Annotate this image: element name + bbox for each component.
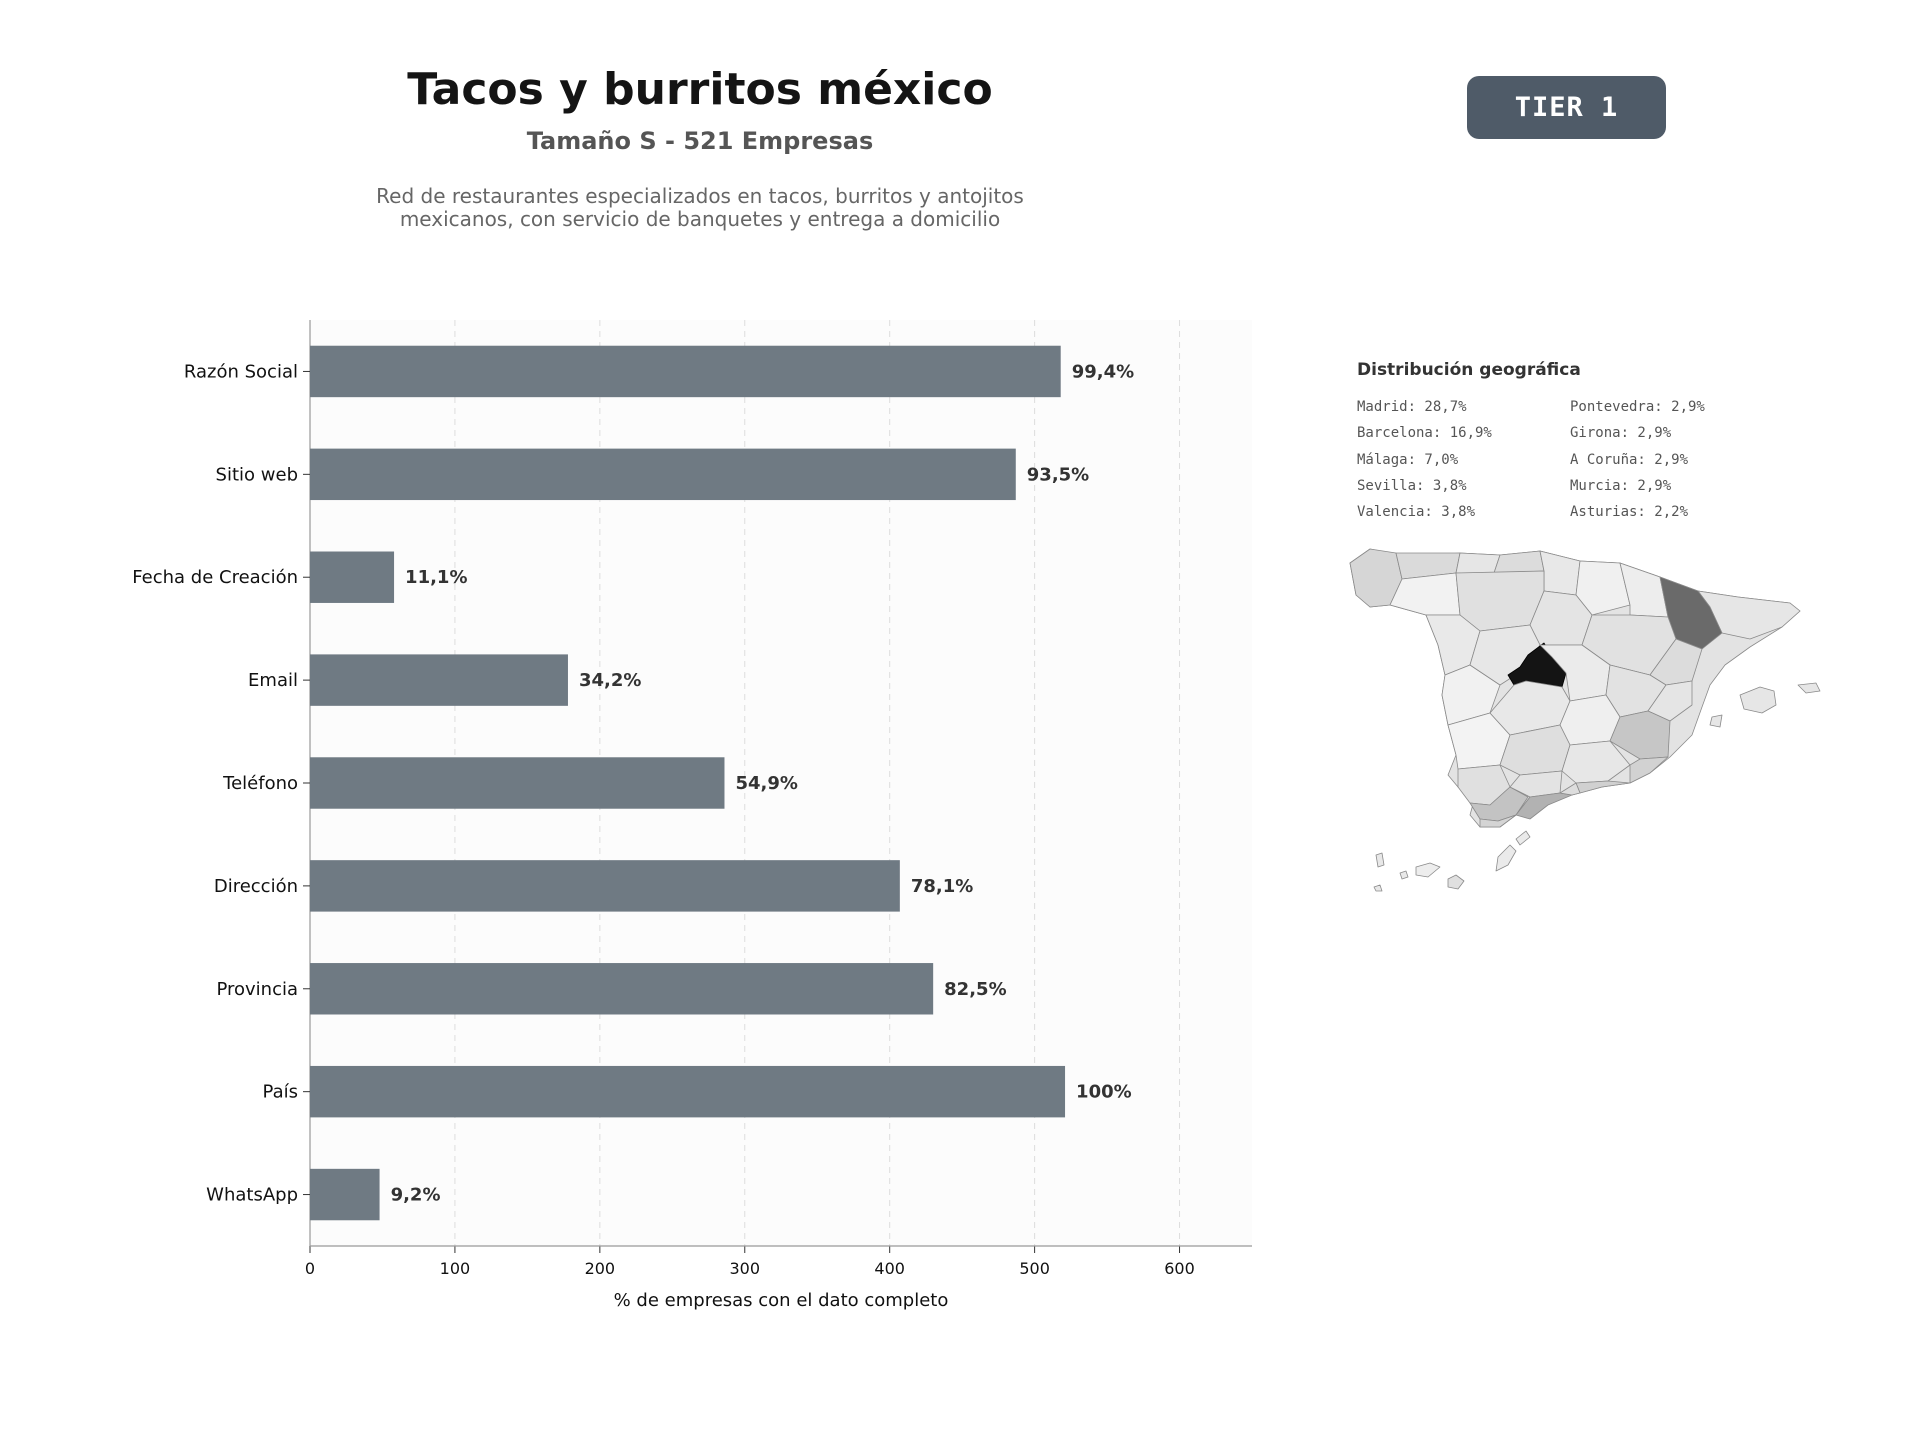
bar-razon-social <box>310 345 1061 398</box>
legend-item-barcelona: Barcelona: 16,9% <box>1357 425 1492 442</box>
legend-item-valencia: Valencia: 3,8% <box>1357 504 1476 521</box>
data-label-fecha-de-creacion: 11,1% <box>405 567 467 588</box>
y-tick-label-pais: País <box>263 1082 298 1103</box>
map-island-el-hierro <box>1373 884 1383 892</box>
x-tick-label: 0 <box>305 1259 315 1278</box>
map-island-gran-canaria <box>1447 874 1465 890</box>
bar-sitio-web <box>310 448 1016 501</box>
bar-whatsapp <box>310 1168 380 1221</box>
map-island-ibiza <box>1709 714 1723 728</box>
bar-provincia <box>310 963 934 1015</box>
y-tick-label-razon-social: Razón Social <box>184 361 298 382</box>
x-tick-label: 200 <box>585 1259 616 1278</box>
map-region-basque <box>1493 550 1545 574</box>
data-label-direccion: 78,1% <box>911 876 973 897</box>
x-tick-label: 500 <box>1019 1259 1050 1278</box>
y-tick-label-whatsapp: WhatsApp <box>206 1185 298 1206</box>
chart-title: Tacos y burritos méxico <box>407 64 993 115</box>
map-island-tenerife <box>1415 862 1441 878</box>
chart-subtitle: Tamaño S - 521 Empresas <box>526 127 874 155</box>
y-tick-label-email: Email <box>248 670 298 691</box>
x-axis-label: % de empresas con el dato completo <box>614 1290 949 1311</box>
data-label-email: 34,2% <box>579 670 641 691</box>
legend-item-malaga: Málaga: 7,0% <box>1357 451 1459 468</box>
map-island-menorca <box>1797 682 1821 694</box>
map-region-alicante <box>1629 756 1669 784</box>
y-tick-label-provincia: Provincia <box>216 979 298 1000</box>
data-label-telefono: 54,9% <box>735 773 797 794</box>
legend-item-pontevedra: Pontevedra: 2,9% <box>1570 399 1705 415</box>
map-region-murcia <box>1575 780 1631 794</box>
data-label-pais: 100% <box>1076 1082 1132 1103</box>
map-region-cantabria <box>1455 552 1501 574</box>
description-line-2: mexicanos, con servicio de banquetes y e… <box>399 207 1001 231</box>
map-island-la-gomera <box>1399 870 1409 880</box>
data-label-sitio-web: 93,5% <box>1027 464 1089 485</box>
bar-telefono <box>310 757 725 809</box>
y-tick-label-telefono: Teléfono <box>222 773 298 794</box>
legend-item-sevilla: Sevilla: 3,8% <box>1357 477 1467 494</box>
data-label-provincia: 82,5% <box>944 979 1006 1000</box>
map-legend-column-1: Madrid: 28,7% Barcelona: 16,9% Málaga: 7… <box>1357 397 1492 528</box>
x-tick-label: 400 <box>874 1259 905 1278</box>
map-island-fuerteventura <box>1495 844 1517 872</box>
map-region-navarra <box>1539 550 1581 596</box>
y-tick-label-direccion: Dirección <box>214 876 298 897</box>
legend-item-murcia: Murcia: 2,9% <box>1570 477 1672 494</box>
data-label-razon-social: 99,4% <box>1072 361 1134 382</box>
map-region-cordoba <box>1509 770 1563 798</box>
map-island-la-palma <box>1375 852 1385 868</box>
bar-direccion <box>310 860 900 912</box>
map-region-cuenca <box>1559 694 1621 746</box>
bar-fecha-de-creacion <box>310 551 395 603</box>
map-island-mallorca <box>1739 686 1777 714</box>
legend-item-asturias: Asturias: 2,2% <box>1570 504 1689 521</box>
company-description: Red de restaurantes especializados en ta… <box>300 185 1100 231</box>
legend-item-madrid: Madrid: 28,7% <box>1357 399 1467 415</box>
y-tick-label-fecha-de-creacion: Fecha de Creación <box>132 567 298 588</box>
map-region-castellon <box>1647 680 1693 722</box>
x-tick-label: 600 <box>1164 1259 1195 1278</box>
map-legend-column-2: Pontevedra: 2,9% Girona: 2,9% A Coruña: … <box>1570 397 1705 528</box>
data-label-whatsapp: 9,2% <box>391 1185 441 1206</box>
y-tick-label-sitio-web: Sitio web <box>216 464 298 485</box>
spain-province-map <box>1349 548 1821 892</box>
tier-badge: TIER 1 <box>1467 76 1666 139</box>
legend-item-girona: Girona: 2,9% <box>1570 425 1672 442</box>
description-line-1: Red de restaurantes especializados en ta… <box>376 184 1024 208</box>
bar-email <box>310 654 568 706</box>
map-region-cadiz <box>1479 814 1517 828</box>
x-tick-label: 100 <box>440 1259 471 1278</box>
map-island-lanzarote <box>1515 830 1531 846</box>
map-title: Distribución geográfica <box>1357 360 1581 380</box>
map-region-aragon-n <box>1575 560 1631 616</box>
map-region-granada <box>1559 782 1581 796</box>
legend-item-a-coruna: A Coruña: 2,9% <box>1570 451 1689 468</box>
bar-pais <box>310 1065 1066 1118</box>
x-tick-label: 300 <box>729 1259 760 1278</box>
